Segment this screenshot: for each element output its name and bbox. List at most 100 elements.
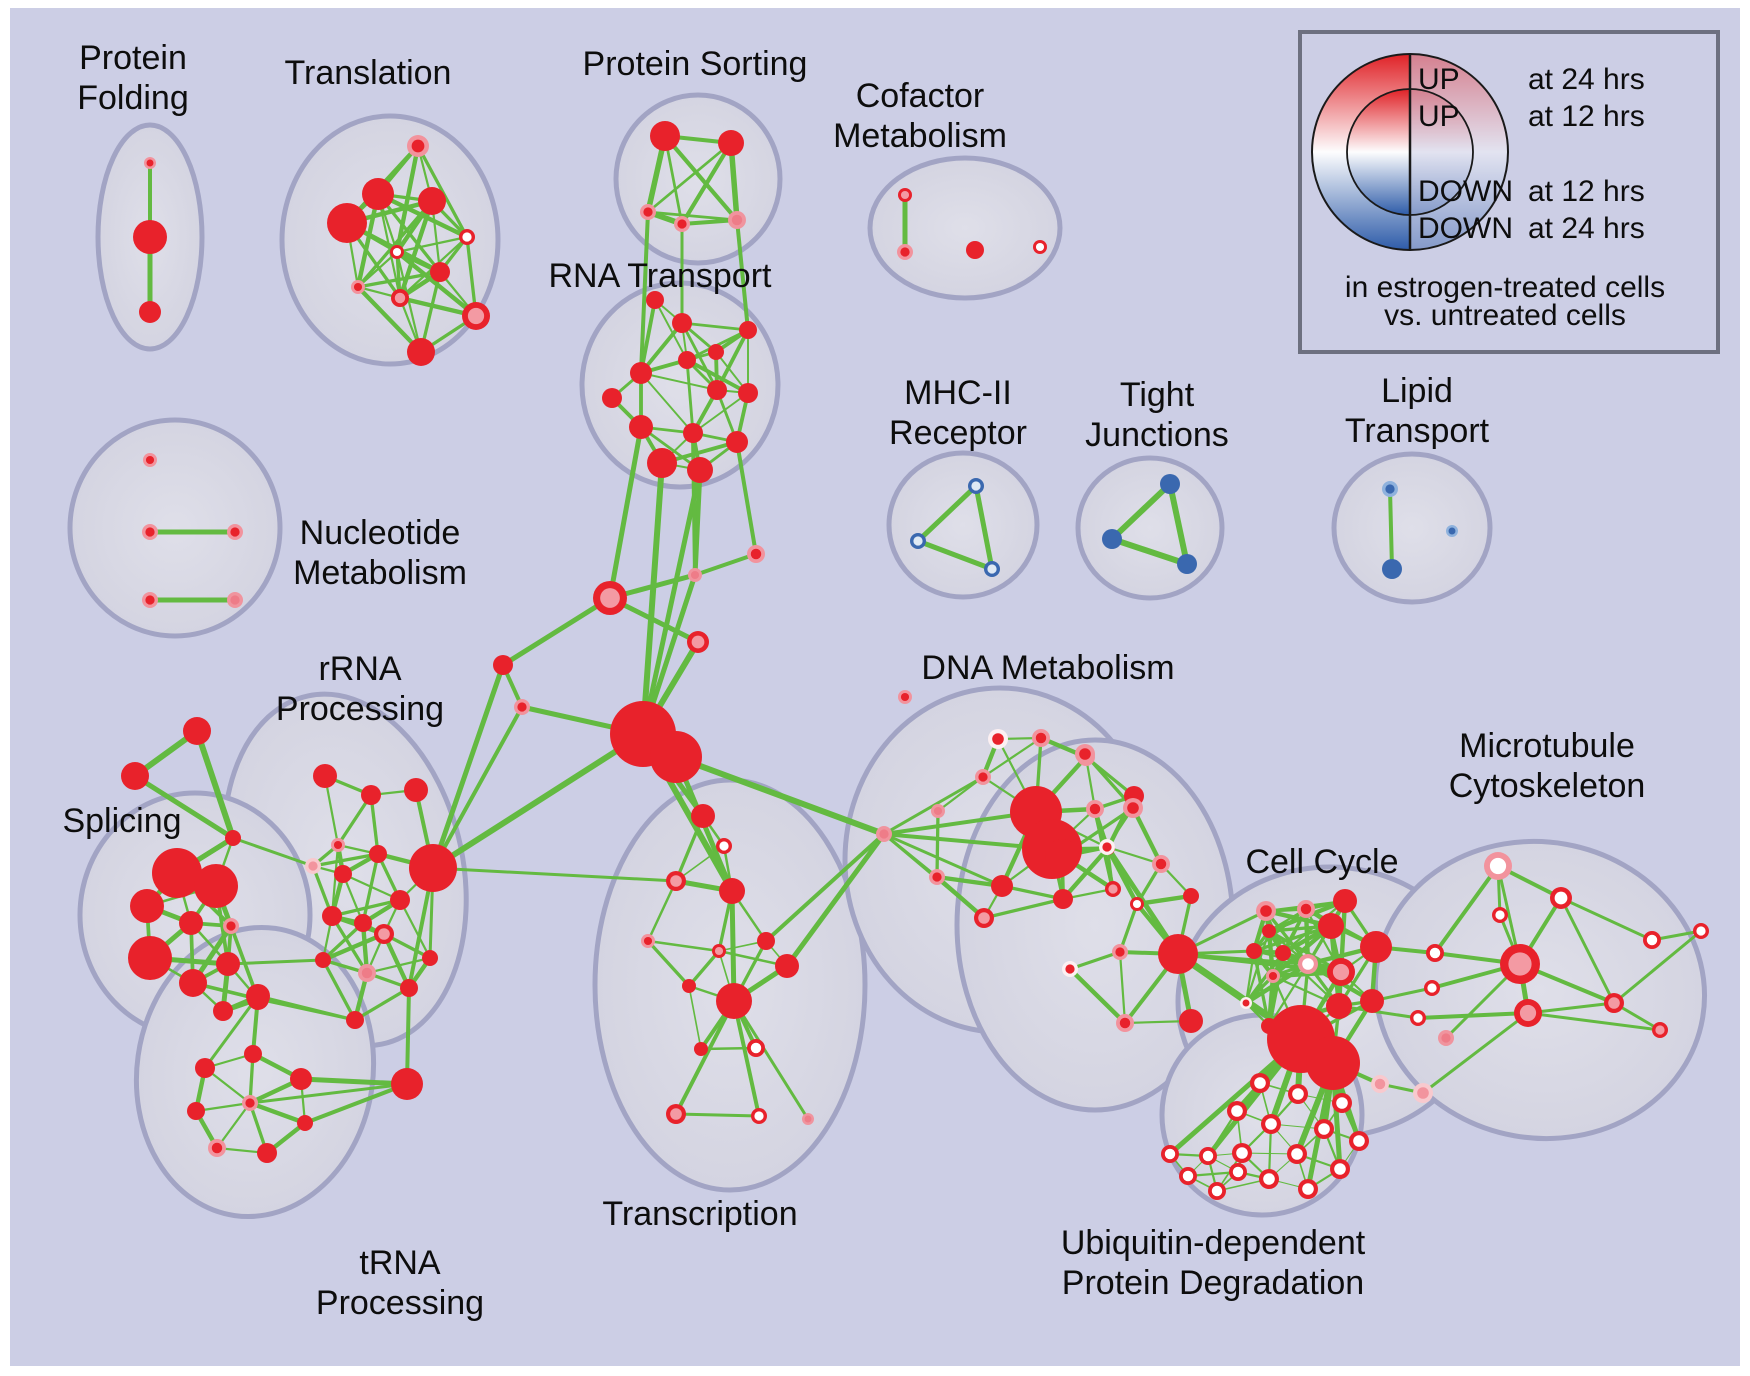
- gene-node-r: [369, 845, 387, 863]
- gene-node-core: [1318, 1123, 1330, 1135]
- gene-node-r: [739, 321, 757, 339]
- gene-node-core: [517, 702, 527, 712]
- interaction-edge: [646, 210, 739, 222]
- interaction-edge: [646, 879, 678, 943]
- interaction-edge: [674, 1112, 761, 1118]
- gene-node-r: [361, 785, 381, 805]
- inter-cluster-edge: [784, 831, 887, 969]
- legend-time-0: at 24 hrs: [1528, 63, 1645, 96]
- gene-node-r: [1246, 943, 1262, 959]
- gene-node-r: [290, 1068, 312, 1090]
- cluster-ellipse-lipid-transport: [1331, 451, 1493, 605]
- gene-node-core: [145, 595, 155, 605]
- cluster-label-nucleotide-metabolism: Metabolism: [293, 554, 467, 592]
- gene-node-core: [1429, 947, 1441, 959]
- gene-node-r: [1275, 945, 1291, 961]
- gene-node-r: [1360, 931, 1392, 963]
- gene-node-b: [1177, 554, 1197, 574]
- gene-node-r: [407, 338, 435, 366]
- gene-node-core: [1263, 1173, 1275, 1185]
- gene-node-core: [1385, 484, 1395, 494]
- gene-node-r: [1053, 889, 1073, 909]
- interaction-edge: [640, 372, 718, 391]
- gene-node-core: [1291, 1148, 1303, 1160]
- interaction-edge: [1068, 950, 1122, 971]
- gene-node-core: [1132, 899, 1142, 909]
- interaction-edge: [1526, 1001, 1616, 1015]
- gene-node-core: [353, 282, 363, 292]
- gene-node-core: [1211, 1185, 1223, 1197]
- gene-node-r: [682, 979, 696, 993]
- inter-cluster-edge: [430, 731, 646, 871]
- gene-node-r: [139, 301, 161, 323]
- gene-node-core: [361, 967, 373, 979]
- gene-node-r: [719, 878, 745, 904]
- interaction-edge: [1266, 928, 1276, 979]
- gene-node-r: [647, 448, 677, 478]
- interaction-edge: [353, 986, 411, 1022]
- gene-node-core: [1332, 963, 1350, 981]
- gene-node-core: [1035, 242, 1045, 252]
- interaction-edge: [1167, 481, 1190, 567]
- cluster-label-ubiquitin: Protein Degradation: [1062, 1264, 1364, 1302]
- gene-node-core: [1374, 1078, 1386, 1090]
- interaction-edge: [693, 552, 758, 577]
- gene-node-core: [1268, 971, 1278, 981]
- gene-node-core: [1242, 999, 1250, 1007]
- gene-node-r: [694, 1042, 708, 1056]
- interaction-edge: [646, 939, 721, 953]
- gene-node-core: [230, 527, 240, 537]
- interaction-edge: [303, 1082, 409, 1125]
- interaction-edge: [355, 284, 424, 355]
- inter-cluster-edge: [607, 424, 644, 601]
- gene-node-core: [750, 1042, 762, 1054]
- interaction-edge: [680, 321, 750, 332]
- gene-node-r: [179, 969, 207, 997]
- interaction-edge: [356, 199, 434, 289]
- gene-node-r: [991, 875, 1013, 897]
- gene-node-r: [315, 952, 331, 968]
- gene-node-r: [650, 121, 680, 151]
- gene-node-core: [879, 829, 889, 839]
- cluster-ellipse-tight-junctions: [1075, 455, 1225, 601]
- gene-node-core: [145, 527, 155, 537]
- gene-node-r: [1318, 913, 1344, 939]
- gene-node-r: [346, 1011, 364, 1029]
- gene-node-r: [1262, 924, 1276, 938]
- legend-right-half-fade: [1410, 54, 1508, 250]
- interaction-edge: [654, 299, 688, 361]
- cluster-label-protein-folding: Folding: [77, 79, 189, 117]
- gene-node-r: [629, 415, 653, 439]
- gene-node-r: [297, 1115, 313, 1131]
- cluster-ellipse-mhc-ii-receptor: [886, 450, 1040, 600]
- cluster-label-tight-junctions: Tight: [1120, 376, 1195, 414]
- gene-node-core: [690, 570, 700, 580]
- gene-node-r: [757, 932, 775, 950]
- gene-node-core: [245, 1098, 255, 1108]
- gene-node-core: [900, 247, 910, 257]
- legend-direction-3: DOWN: [1418, 212, 1513, 245]
- gene-node-core: [1300, 903, 1312, 915]
- gene-node-r: [966, 241, 984, 259]
- gene-node-core: [978, 912, 990, 924]
- legend: UP at 24 hrs UP at 12 hrs DOWN at 12 hrs DOWN a…: [1298, 30, 1720, 354]
- interaction-edge: [416, 144, 469, 239]
- gene-node-b: [1160, 474, 1180, 494]
- gene-node-r: [707, 380, 727, 400]
- gene-node-core: [1336, 1097, 1348, 1109]
- inter-cluster-edge: [405, 986, 411, 1086]
- gene-node-core: [643, 207, 653, 217]
- interaction-edge: [1060, 845, 1111, 902]
- inter-cluster-edge: [639, 210, 650, 375]
- gene-node-r: [244, 1045, 262, 1063]
- interaction-edge: [395, 235, 469, 254]
- gene-node-core: [1155, 858, 1167, 870]
- gene-node-core: [643, 936, 653, 946]
- interaction-edge: [1388, 487, 1394, 571]
- gene-node-r: [183, 717, 211, 745]
- cluster-ellipse-nucleotide-metabolism: [67, 417, 283, 639]
- gene-node-core: [1102, 842, 1112, 852]
- gene-node-core: [1489, 857, 1507, 875]
- gene-node-core: [677, 219, 687, 229]
